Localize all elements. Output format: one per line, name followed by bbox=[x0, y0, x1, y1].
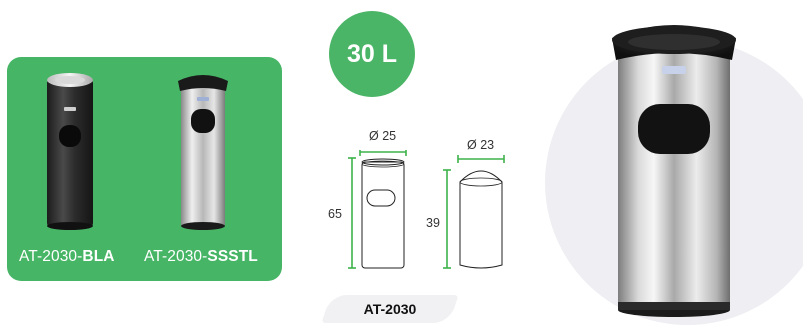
steel-bin-image bbox=[178, 75, 228, 230]
outer-diameter-label: Ø 25 bbox=[369, 129, 397, 143]
capacity-badge: 30 L bbox=[329, 11, 415, 97]
dimension-drawing bbox=[348, 150, 505, 269]
variant-code-suffix: BLA bbox=[82, 248, 115, 265]
variants-panel: AT-2030-BLA AT-2030-SSSTL bbox=[7, 57, 282, 281]
variant-code-suffix: SSSTL bbox=[207, 248, 258, 265]
hero-steel-bin-image bbox=[612, 25, 736, 317]
outer-height-label: 65 bbox=[328, 207, 342, 221]
variant-code-prefix: AT-2030- bbox=[144, 248, 208, 265]
inner-diameter-label: Ø 23 bbox=[467, 138, 495, 152]
variant-label-steel: AT-2030-SSSTL bbox=[144, 248, 258, 266]
black-bin-image bbox=[47, 73, 93, 230]
inner-height-label: 39 bbox=[426, 216, 440, 230]
variant-code-prefix: AT-2030- bbox=[19, 248, 83, 265]
model-name: AT-2030 bbox=[363, 301, 417, 317]
variant-label-black: AT-2030-BLA bbox=[19, 248, 115, 266]
